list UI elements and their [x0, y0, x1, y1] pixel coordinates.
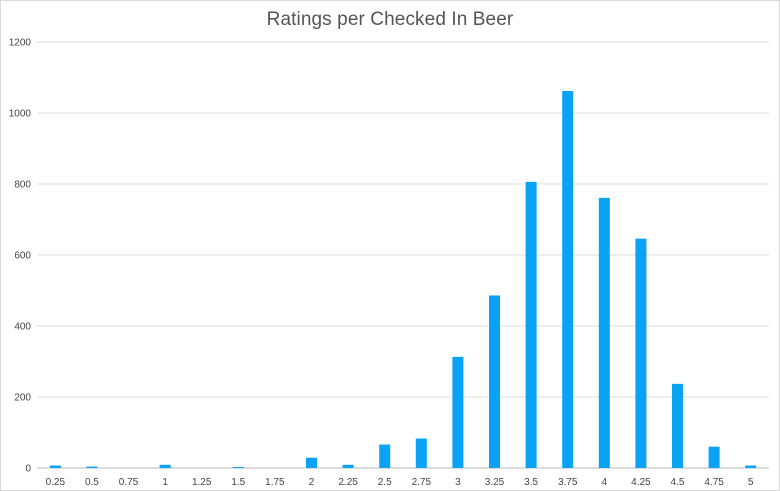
bar-3.75 — [562, 90, 574, 469]
bar-4.5 — [672, 383, 683, 468]
y-tick-label: 600 — [14, 251, 31, 262]
x-tick-label: 0.25 — [46, 477, 66, 488]
x-tick-label: 2 — [309, 477, 315, 488]
x-tick-label: 0.5 — [85, 477, 99, 488]
bar-4.25 — [635, 238, 647, 468]
x-tick-label: 4.25 — [631, 477, 651, 488]
x-tick-label: 2.5 — [378, 477, 392, 488]
bar-4.75 — [708, 446, 720, 468]
x-tick-label: 2.25 — [338, 477, 358, 488]
gridlines — [37, 41, 769, 469]
x-tick-label: 4.5 — [671, 477, 685, 488]
x-tick-label: 3 — [455, 477, 461, 488]
x-tick-label: 1.25 — [192, 477, 212, 488]
y-axis-tick-labels: 0 200 400 600 800 1000 1200 — [9, 38, 32, 475]
bar-4 — [598, 197, 610, 468]
bar-2 — [306, 457, 317, 468]
x-tick-label: 5 — [748, 477, 754, 488]
x-tick-label: 4.75 — [704, 477, 724, 488]
x-tick-label: 3.25 — [485, 477, 505, 488]
bar-2.25 — [342, 464, 354, 468]
bar-series — [49, 90, 757, 469]
chart-title: Ratings per Checked In Beer — [266, 9, 514, 30]
x-tick-label: 0.75 — [119, 477, 139, 488]
y-tick-label: 400 — [14, 322, 31, 333]
bar-0.5 — [86, 466, 98, 468]
y-tick-label: 200 — [14, 393, 31, 404]
y-tick-label: 800 — [14, 180, 31, 191]
bar-5 — [745, 465, 757, 468]
bar-3.5 — [525, 181, 537, 468]
y-tick-label: 1000 — [9, 109, 32, 120]
x-axis-tick-labels: 0.25 0.5 0.75 1 1.25 1.5 1.75 2 2.25 2.5 2.75 3 3.25… — [46, 477, 754, 488]
bar-3.25 — [489, 295, 500, 468]
bar-1.5 — [232, 466, 244, 468]
x-tick-label: 3.5 — [524, 477, 538, 488]
bar-0.25 — [49, 465, 61, 468]
x-tick-label: 2.75 — [412, 477, 432, 488]
x-tick-label: 3.75 — [558, 477, 578, 488]
x-tick-label: 1.75 — [265, 477, 285, 488]
bar-2.75 — [415, 438, 427, 468]
bar-2.5 — [379, 444, 391, 468]
x-tick-label: 4 — [602, 477, 608, 488]
x-tick-label: 1 — [162, 477, 168, 488]
y-tick-label: 1200 — [9, 38, 32, 49]
y-tick-label: 0 — [25, 464, 31, 475]
x-tick-label: 1.5 — [231, 477, 245, 488]
bar-3 — [452, 356, 464, 468]
bar-1 — [159, 464, 171, 468]
